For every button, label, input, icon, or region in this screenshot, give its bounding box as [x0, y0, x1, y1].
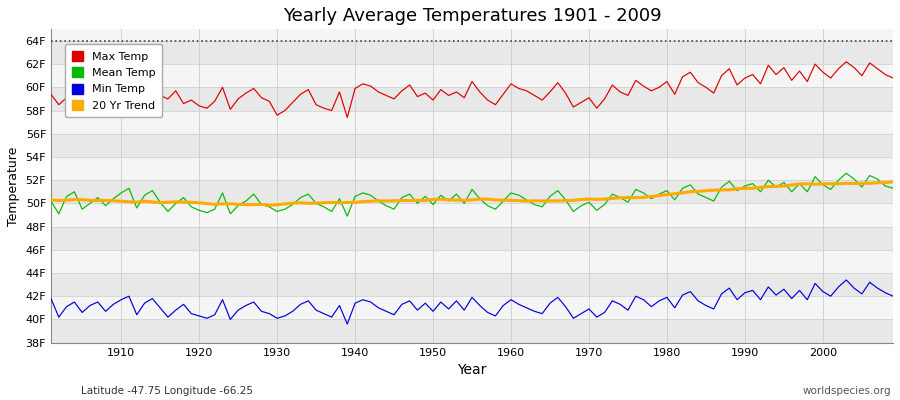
Bar — [51, 64, 893, 87]
Bar — [51, 87, 893, 110]
Bar — [51, 180, 893, 203]
Bar — [51, 250, 893, 273]
Bar — [51, 296, 893, 320]
Bar — [51, 134, 893, 157]
Text: Latitude -47.75 Longitude -66.25: Latitude -47.75 Longitude -66.25 — [81, 386, 253, 396]
Bar — [51, 320, 893, 343]
Bar — [51, 226, 893, 250]
Bar — [51, 203, 893, 226]
Bar — [51, 41, 893, 64]
Title: Yearly Average Temperatures 1901 - 2009: Yearly Average Temperatures 1901 - 2009 — [283, 7, 662, 25]
Bar — [51, 110, 893, 134]
Y-axis label: Temperature: Temperature — [7, 146, 20, 226]
Legend: Max Temp, Mean Temp, Min Temp, 20 Yr Trend: Max Temp, Mean Temp, Min Temp, 20 Yr Tre… — [65, 44, 162, 117]
X-axis label: Year: Year — [457, 363, 487, 377]
Bar — [51, 157, 893, 180]
Bar — [51, 273, 893, 296]
Text: worldspecies.org: worldspecies.org — [803, 386, 891, 396]
